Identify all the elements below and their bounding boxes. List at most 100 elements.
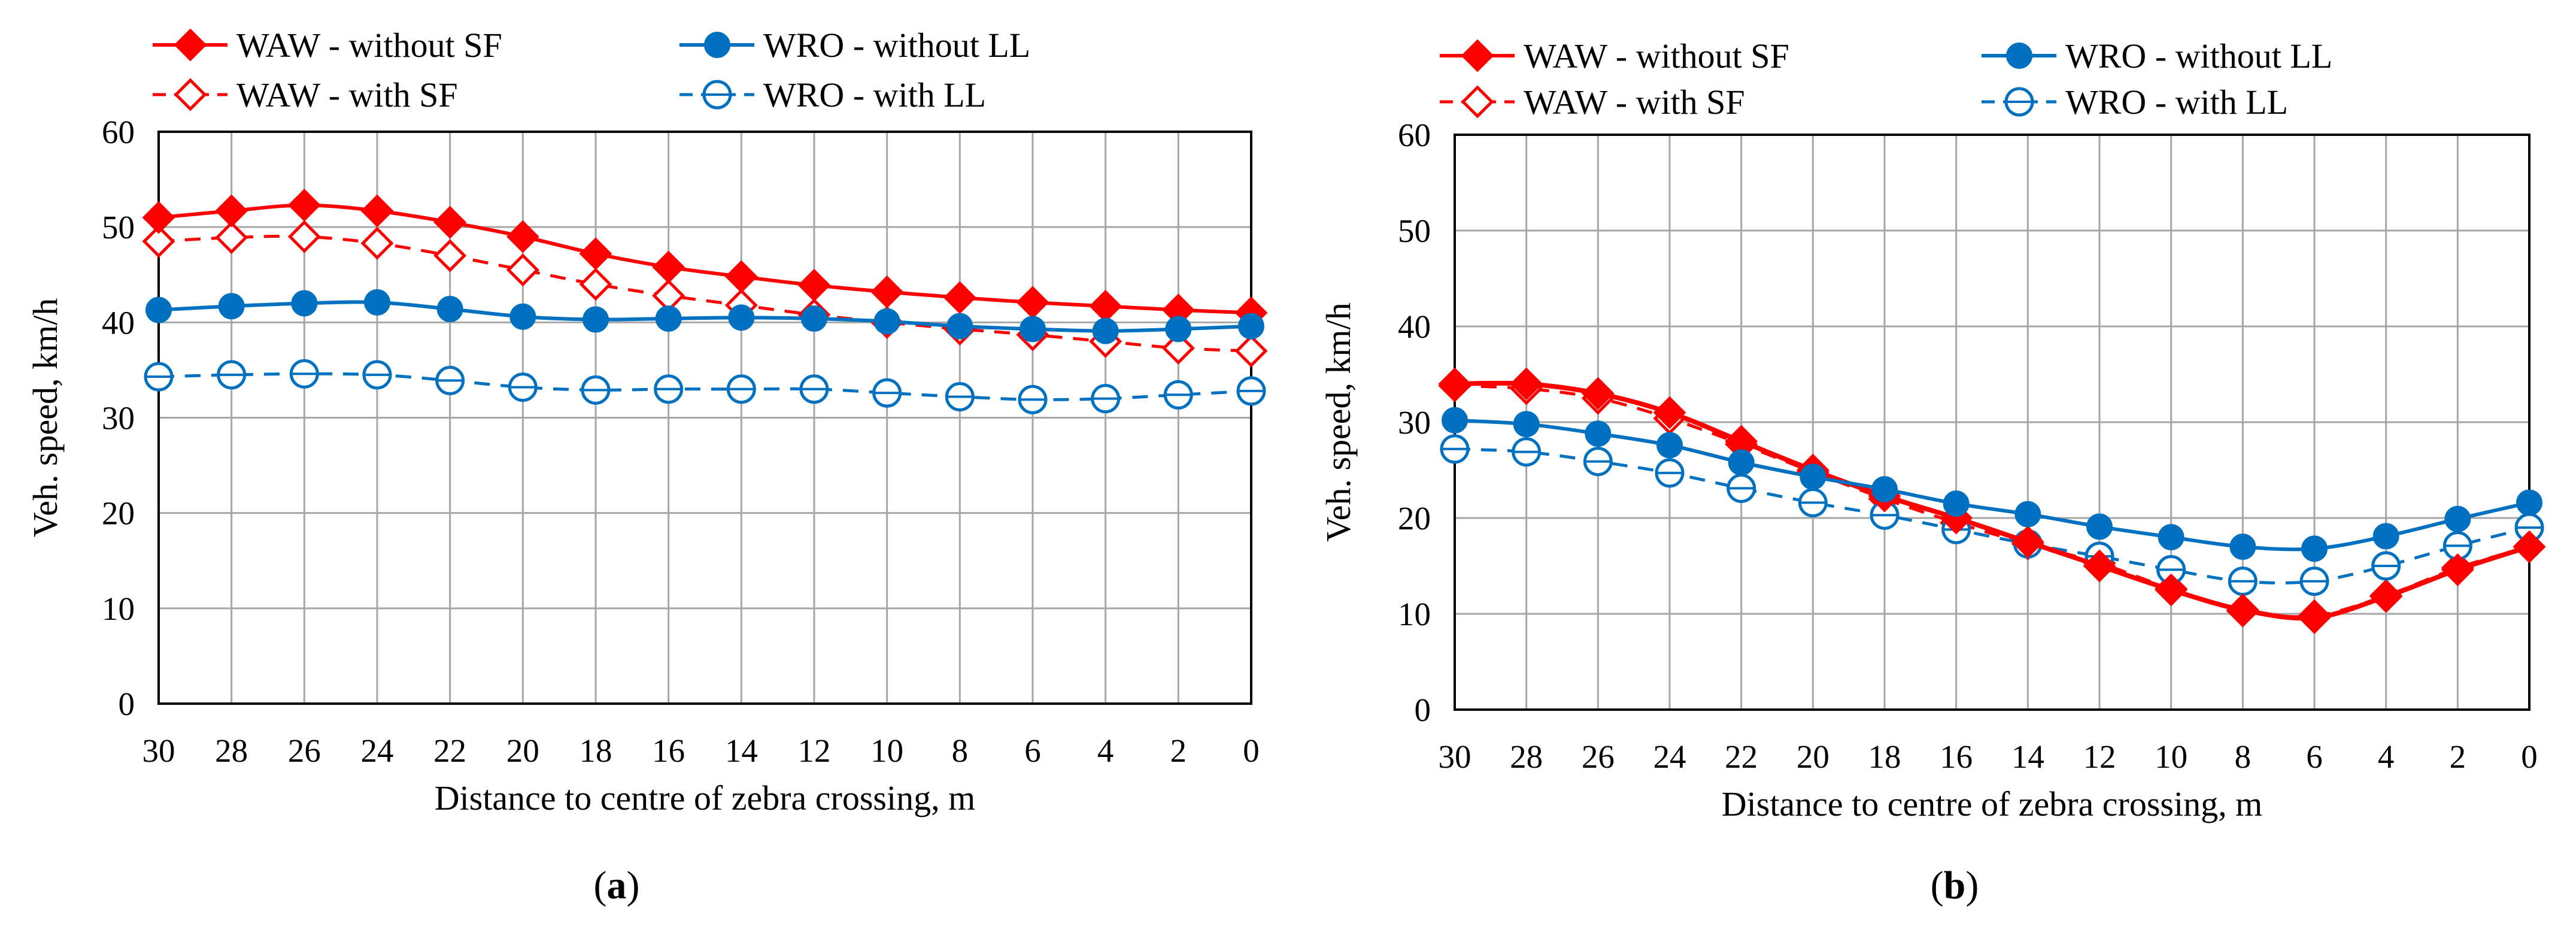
x-tick-label: 6 — [1024, 732, 1041, 769]
data-point — [2229, 534, 2256, 560]
x-tick-label: 2 — [2450, 738, 2466, 775]
data-point — [579, 268, 612, 301]
data-point — [291, 290, 318, 317]
x-tick-label: 24 — [1653, 738, 1686, 775]
y-tick-label: 30 — [102, 400, 135, 437]
data-point — [2011, 525, 2044, 559]
y-tick-label: 50 — [102, 209, 135, 246]
data-point — [1234, 334, 1268, 368]
series-line — [1454, 418, 2530, 552]
x-tick-label: 4 — [2378, 738, 2395, 775]
y-tick-label: 0 — [1415, 692, 1431, 728]
legend-entry: WRO - without LL — [1982, 37, 2332, 75]
x-tick-label: 12 — [798, 732, 831, 769]
y-tick-label: 20 — [1398, 500, 1431, 537]
legend-marker — [1461, 39, 1494, 72]
series-waw-without-sf — [1438, 367, 2546, 634]
x-tick-label: 22 — [1725, 738, 1758, 775]
x-axis-title: Distance to centre of zebra crossing, m — [1722, 784, 2262, 823]
plot-border — [157, 131, 1252, 705]
data-point — [797, 268, 831, 302]
data-point — [215, 194, 248, 228]
legend-marker — [174, 28, 207, 62]
data-point — [142, 225, 175, 258]
x-tick-label: 16 — [652, 732, 685, 769]
x-tick-label: 20 — [1797, 738, 1829, 775]
series-line — [158, 300, 1252, 333]
data-point — [1653, 396, 1686, 429]
legend-entry: WAW - without SF — [1440, 37, 1789, 75]
data-point — [360, 194, 394, 228]
panel-caption: (a) — [594, 864, 640, 907]
legend-entry: WAW - with SF — [153, 75, 458, 114]
x-axis-title: Distance to centre of zebra crossing, m — [435, 779, 975, 817]
data-point — [652, 250, 685, 284]
x-tick-label: 4 — [1097, 732, 1114, 769]
data-point — [724, 260, 758, 293]
x-tick-label: 18 — [579, 732, 612, 769]
series-wro-without-ll — [1442, 407, 2542, 562]
data-point — [2298, 601, 2331, 634]
data-point — [215, 221, 248, 255]
data-point — [1161, 331, 1195, 365]
data-point — [873, 308, 900, 335]
legend-label: WAW - with SF — [1524, 83, 1745, 122]
x-tick-label: 26 — [1582, 738, 1615, 775]
data-point — [360, 226, 394, 260]
data-point — [1092, 317, 1119, 344]
data-point — [728, 304, 755, 331]
x-tick-label: 28 — [1510, 738, 1543, 775]
data-point — [1510, 367, 1543, 401]
x-tick-label: 18 — [1868, 738, 1901, 775]
legend-entry: WRO - without LL — [679, 26, 1030, 65]
x-tick-label: 14 — [725, 732, 758, 769]
y-axis-title: Veh. speed, km/h — [26, 298, 65, 538]
data-point — [1943, 490, 1970, 517]
data-point — [1656, 432, 1683, 459]
legend-label: WRO - without LL — [763, 26, 1030, 65]
x-tick-label: 26 — [288, 732, 321, 769]
data-point — [287, 189, 321, 222]
x-tick-label: 8 — [2235, 738, 2252, 775]
legend-label: WRO - without LL — [2065, 37, 2332, 75]
x-tick-label: 0 — [1243, 732, 1260, 769]
legend-entry: WAW - with SF — [1440, 83, 1745, 122]
data-point — [2083, 549, 2116, 583]
legend-marker — [1461, 85, 1494, 119]
legend-entry: WAW - without SF — [153, 26, 502, 65]
data-point — [1581, 377, 1615, 410]
y-tick-label: 60 — [102, 114, 135, 150]
data-point — [2369, 580, 2403, 613]
legend-marker — [2006, 43, 2032, 69]
x-tick-label: 22 — [433, 732, 466, 769]
data-point — [801, 305, 827, 332]
series-line — [1454, 380, 2531, 621]
data-point — [2516, 489, 2542, 516]
data-point — [870, 275, 904, 308]
x-tick-label: 8 — [952, 732, 969, 769]
x-tick-label: 24 — [361, 732, 394, 769]
series-wro-with-ll — [144, 359, 1266, 414]
x-tick-label: 20 — [506, 732, 539, 769]
legend-entry: WRO - with LL — [679, 75, 986, 114]
y-tick-label: 40 — [102, 304, 135, 341]
data-point — [287, 220, 321, 253]
y-axis-title: Veh. speed, km/h — [1319, 302, 1358, 542]
legend-marker — [704, 32, 730, 58]
legend-label: WRO - with LL — [2065, 83, 2288, 122]
y-tick-label: 20 — [102, 495, 135, 532]
legend-label: WAW - without SF — [1524, 37, 1789, 75]
data-point — [1442, 407, 1468, 434]
data-point — [2014, 501, 2041, 528]
data-point — [2441, 553, 2474, 586]
x-tick-label: 0 — [2521, 738, 2538, 775]
y-tick-label: 10 — [1398, 596, 1431, 632]
legend-entry: WRO - with LL — [1982, 83, 2288, 122]
y-tick-label: 10 — [102, 590, 135, 627]
data-point — [2513, 530, 2546, 564]
data-point — [2226, 593, 2259, 627]
data-point — [506, 220, 539, 253]
y-tick-label: 60 — [1398, 117, 1431, 153]
